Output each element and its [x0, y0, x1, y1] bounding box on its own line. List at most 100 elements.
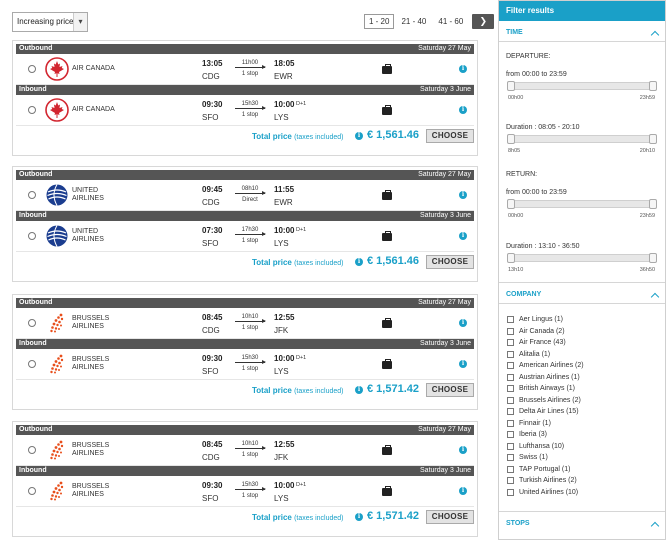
- inbound-label: Inbound: [19, 467, 47, 474]
- airline-name-line2: AIRLINES: [72, 195, 104, 202]
- outbound-radio[interactable]: [28, 319, 36, 327]
- outbound-leg: BRUSSELS AIRLINES 08:45 CDG 10h10 1 stop …: [16, 308, 474, 339]
- page-link-2[interactable]: 21 - 40: [401, 17, 427, 26]
- company-label: Lufthansa (10): [519, 442, 565, 450]
- company-filter-item[interactable]: Finnair (1): [507, 418, 584, 430]
- slider-handle-min[interactable]: [507, 253, 515, 263]
- return-time-slider[interactable]: [507, 199, 657, 209]
- info-icon[interactable]: i: [459, 191, 467, 199]
- departure-duration-slider[interactable]: [507, 134, 657, 144]
- page-link-3[interactable]: 41 - 60: [438, 17, 464, 26]
- choose-button[interactable]: CHOOSE: [426, 383, 474, 397]
- slider-handle-min[interactable]: [507, 134, 515, 144]
- company-checkbox[interactable]: [507, 431, 514, 439]
- company-filter-item[interactable]: Iberia (3): [507, 429, 584, 441]
- next-page-button[interactable]: ❯: [472, 14, 495, 29]
- slider-handle-min[interactable]: [507, 81, 515, 91]
- company-filter-item[interactable]: Aer Lingus (1): [507, 314, 584, 326]
- info-icon[interactable]: i: [459, 65, 467, 73]
- return-duration-slider[interactable]: [507, 253, 657, 263]
- slider-handle-max[interactable]: [649, 134, 657, 144]
- outbound-leg: UNITED AIRLINES 09:45 CDG 08h10 Direct 11…: [16, 180, 474, 211]
- choose-button[interactable]: CHOOSE: [426, 510, 474, 524]
- company-checkbox[interactable]: [507, 339, 514, 347]
- company-checkbox[interactable]: [507, 373, 514, 381]
- company-checkbox[interactable]: [507, 316, 514, 324]
- chevron-up-icon[interactable]: [650, 292, 660, 302]
- inbound-radio[interactable]: [28, 487, 36, 495]
- company-filter-item[interactable]: British Airways (1): [507, 383, 584, 395]
- time-section-title[interactable]: TIME: [506, 29, 523, 36]
- stops-section-title[interactable]: STOPS: [506, 520, 530, 527]
- company-filter-item[interactable]: American Airlines (2): [507, 360, 584, 372]
- arrival-airport: LYS: [274, 113, 289, 122]
- company-checkbox[interactable]: [507, 465, 514, 473]
- inbound-date: Saturday 3 June: [420, 86, 471, 93]
- outbound-radio[interactable]: [28, 191, 36, 199]
- company-checkbox[interactable]: [507, 408, 514, 416]
- choose-button[interactable]: CHOOSE: [426, 255, 474, 269]
- company-filter-item[interactable]: Delta Air Lines (15): [507, 406, 584, 418]
- inbound-radio[interactable]: [28, 360, 36, 368]
- company-filter-item[interactable]: Swiss (1): [507, 452, 584, 464]
- info-icon[interactable]: i: [459, 446, 467, 454]
- info-icon[interactable]: i: [459, 319, 467, 327]
- company-checkbox[interactable]: [507, 477, 514, 485]
- company-checkbox[interactable]: [507, 488, 514, 496]
- baggage-icon: [382, 105, 392, 115]
- page-link-1[interactable]: 1 - 20: [364, 14, 395, 29]
- company-filter-item[interactable]: Brussels Airlines (2): [507, 395, 584, 407]
- slider-handle-max[interactable]: [649, 253, 657, 263]
- outbound-label: Outbound: [19, 299, 53, 306]
- airline-logo: [45, 311, 69, 335]
- company-filter-item[interactable]: Turkish Airlines (2): [507, 475, 584, 487]
- info-icon[interactable]: i: [459, 232, 467, 240]
- slider-handle-min[interactable]: [507, 199, 515, 209]
- company-checkbox[interactable]: [507, 385, 514, 393]
- company-filter-item[interactable]: Air France (43): [507, 337, 584, 349]
- company-label: American Airlines (2): [519, 362, 584, 370]
- outbound-radio[interactable]: [28, 446, 36, 454]
- choose-button[interactable]: CHOOSE: [426, 129, 474, 143]
- outbound-radio[interactable]: [28, 65, 36, 73]
- airline-name-line1: BRUSSELS: [72, 356, 110, 363]
- company-filter-item[interactable]: Austrian Airlines (1): [507, 372, 584, 384]
- info-icon[interactable]: i: [459, 487, 467, 495]
- departure-time: 09:30: [202, 100, 223, 109]
- info-icon[interactable]: i: [459, 106, 467, 114]
- departure-airport: SFO: [202, 113, 219, 122]
- company-checkbox[interactable]: [507, 442, 514, 450]
- departure-time-slider[interactable]: [507, 81, 657, 91]
- inbound-radio[interactable]: [28, 106, 36, 114]
- inbound-label: Inbound: [19, 212, 47, 219]
- chevron-up-icon[interactable]: [650, 30, 660, 40]
- company-filter-item[interactable]: Lufthansa (10): [507, 441, 584, 453]
- slider-handle-max[interactable]: [649, 199, 657, 209]
- company-checkbox[interactable]: [507, 454, 514, 462]
- company-checkbox[interactable]: [507, 350, 514, 358]
- info-icon[interactable]: i: [355, 513, 363, 521]
- company-filter-item[interactable]: Alitalia (1): [507, 349, 584, 361]
- slider-handle-max[interactable]: [649, 81, 657, 91]
- company-filter-item[interactable]: United Airlines (10): [507, 487, 584, 499]
- company-checkbox[interactable]: [507, 396, 514, 404]
- arrival-airport: JFK: [274, 326, 289, 335]
- departure-time: 09:30: [202, 354, 223, 363]
- info-icon[interactable]: i: [355, 132, 363, 140]
- airline-name-line1: AIR CANADA: [72, 65, 115, 72]
- day-plus-indicator: D+1: [296, 482, 307, 488]
- info-icon[interactable]: i: [355, 258, 363, 266]
- company-checkbox[interactable]: [507, 419, 514, 427]
- flight-duration: 15h30: [241, 355, 259, 361]
- company-section-title[interactable]: COMPANY: [506, 291, 542, 298]
- company-checkbox[interactable]: [507, 327, 514, 335]
- info-icon[interactable]: i: [355, 386, 363, 394]
- company-checkbox[interactable]: [507, 362, 514, 370]
- company-filter-item[interactable]: Air Canada (2): [507, 326, 584, 338]
- chevron-up-icon[interactable]: [650, 521, 660, 531]
- info-icon[interactable]: i: [459, 360, 467, 368]
- inbound-radio[interactable]: [28, 232, 36, 240]
- sort-select[interactable]: Increasing price ▾: [12, 12, 88, 32]
- company-filter-item[interactable]: TAP Portugal (1): [507, 464, 584, 476]
- flight-duration: 08h10: [241, 186, 259, 192]
